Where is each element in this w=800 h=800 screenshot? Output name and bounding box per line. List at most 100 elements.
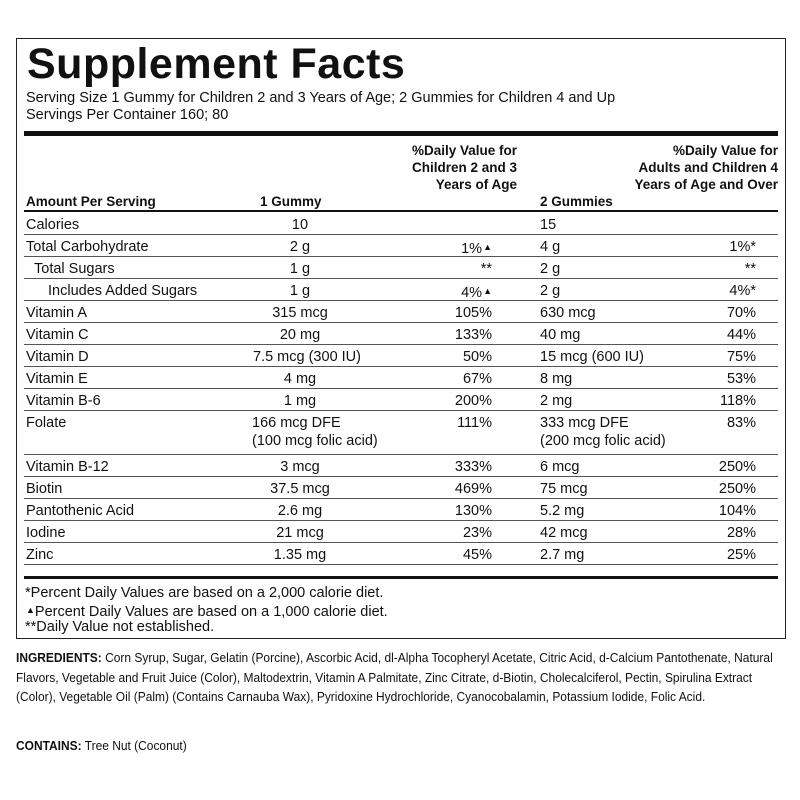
amount-subline: (100 mcg folic acid) [252, 433, 378, 449]
amount-1-gummy: 166 mcg DFE (100 mcg folic acid) [252, 414, 392, 450]
dv-adults: 28% [726, 525, 756, 541]
nutrient-name: Vitamin D [26, 349, 89, 365]
dv-value: 45% [462, 547, 492, 563]
nutrient-name: Vitamin B-12 [26, 459, 109, 475]
dv-children: 111% [404, 414, 492, 432]
amount-1-gummy: 2.6 mg [277, 503, 323, 519]
amount-2-gummies: 75 mcg [540, 481, 588, 497]
dv-children: ** [404, 260, 492, 278]
table-row: Iodine 21 mcg 23% 42 mcg 28% [24, 520, 778, 543]
amount-1-gummy: 1 mg [283, 393, 317, 409]
table-row: Zinc 1.35 mg 45% 2.7 mg 25% [24, 542, 778, 565]
dv-children: 333% [404, 458, 492, 476]
dv-children: 23% [404, 524, 492, 542]
footnote-1000-calorie: ▲Percent Daily Values are based on a 1,0… [25, 601, 388, 621]
dv-children: 67% [404, 370, 492, 388]
dv-adults: 250% [718, 459, 756, 475]
dv-value: 23% [462, 525, 492, 541]
nutrient-name: Vitamin C [26, 327, 89, 343]
dv-adults: 75% [726, 349, 756, 365]
ingredients-text: Corn Syrup, Sugar, Gelatin (Porcine), As… [16, 650, 773, 705]
nutrient-name: Includes Added Sugars [48, 283, 198, 299]
nutrient-name: Total Sugars [34, 261, 115, 277]
amount-1-gummy: 37.5 mcg [270, 481, 330, 497]
dv-children: 50% [404, 348, 492, 366]
triangle-mark: ▲ [483, 242, 492, 252]
header-1-gummy: 1 Gummy [260, 194, 322, 209]
dv-adults: 53% [726, 371, 756, 387]
supplement-facts-panel: Supplement Facts Serving Size 1 Gummy fo… [16, 38, 786, 639]
footnote-dv-not-established: **Daily Value not established. [25, 619, 215, 635]
dv-value: 333% [454, 459, 492, 475]
dv-value: 111% [457, 415, 492, 431]
amount-1-gummy: 1 g [289, 261, 311, 277]
amount-2-gummies: 42 mcg [540, 525, 588, 541]
dv-adults: 4%* [729, 283, 756, 299]
dv-value: 50% [462, 349, 492, 365]
nutrient-name: Biotin [26, 481, 63, 497]
triangle-mark: ▲ [26, 605, 35, 615]
table-row: Vitamin B-6 1 mg 200% 2 mg 118% [24, 388, 778, 411]
amount-1-gummy: 20 mg [279, 327, 321, 343]
dv-adults: 1%* [729, 239, 756, 255]
amount-2-gummies: 4 g [540, 239, 561, 255]
amount-1-gummy: 10 [291, 217, 309, 233]
table-row: Total Sugars 1 g ** 2 g ** [24, 256, 778, 279]
nutrient-name: Folate [26, 415, 67, 431]
amount-1-gummy: 1.35 mg [273, 547, 327, 563]
amount-2-gummies: 5.2 mg [540, 503, 585, 519]
dv-adults: 104% [718, 503, 756, 519]
dv-value: 130% [454, 503, 492, 519]
header-amount-per-serving: Amount Per Serving [26, 194, 156, 209]
nutrient-name: Zinc [26, 547, 54, 563]
dv-value: 4% [461, 285, 483, 301]
table-row: Vitamin D 7.5 mcg (300 IU) 50% 15 mcg (600 … [24, 344, 778, 367]
ingredients-label: INGREDIENTS: [16, 650, 102, 665]
dv-children: 4%▲ [404, 282, 492, 302]
nutrient-name: Pantothenic Acid [26, 503, 135, 519]
table-row: Vitamin C 20 mg 133% 40 mg 44% [24, 322, 778, 345]
amount-2-gummies: 630 mcg [540, 305, 596, 321]
dv-adults: 70% [726, 305, 756, 321]
amount-2-gummies: 40 mg [540, 327, 581, 343]
table-row: Total Carbohydrate 2 g 1%▲ 4 g 1%* [24, 234, 778, 257]
footnote-1000-text: Percent Daily Values are based on a 1,00… [34, 604, 388, 620]
dv-adults: 83% [726, 415, 756, 431]
table-row: Folate 166 mcg DFE (100 mcg folic acid) 111… [24, 410, 778, 455]
dv-children: 1%▲ [404, 238, 492, 258]
amount-2-gummies: 2 mg [540, 393, 573, 409]
dv-value: ** [480, 261, 492, 277]
allergen-statement: CONTAINS: Tree Nut (Coconut) [16, 736, 187, 755]
table-row: Pantothenic Acid 2.6 mg 130% 5.2 mg 104% [24, 498, 778, 521]
header-dv-children: %Daily Value for Children 2 and 3 Years … [411, 143, 517, 192]
amount-line: 166 mcg DFE [252, 415, 341, 431]
dv-children: 133% [404, 326, 492, 344]
nutrient-name: Vitamin E [26, 371, 88, 387]
servings-per-container: Servings Per Container 160; 80 [26, 107, 229, 123]
contains-label: CONTAINS: [16, 738, 82, 753]
dv-children: 45% [404, 546, 492, 564]
amount-2-gummies: 6 mcg [540, 459, 580, 475]
dv-value: 1% [461, 241, 483, 257]
amount-2-gummies: 15 mcg (600 IU) [540, 349, 644, 365]
nutrient-name: Calories [26, 217, 80, 233]
table-row: Vitamin E 4 mg 67% 8 mg 53% [24, 366, 778, 389]
amount-1-gummy: 1 g [289, 283, 311, 299]
panel-title: Supplement Facts [27, 40, 406, 88]
contains-text: Tree Nut (Coconut) [84, 738, 187, 753]
dv-children: 130% [404, 502, 492, 520]
dv-value: 67% [462, 371, 492, 387]
amount-1-gummy: 3 mcg [280, 459, 320, 475]
table-row: Biotin 37.5 mcg 469% 75 mcg 250% [24, 476, 778, 499]
amount-2-gummies: 2 g [540, 283, 561, 299]
amount-2-gummies: 2.7 mg [540, 547, 585, 563]
header-rule [24, 210, 778, 212]
table-row: Includes Added Sugars 1 g 4%▲ 2 g 4%* [24, 278, 778, 301]
ingredients-statement: INGREDIENTS: Corn Syrup, Sugar, Gelatin … [16, 648, 792, 707]
dv-adults: 44% [726, 327, 756, 343]
header-dv-adults: %Daily Value for Adults and Children 4 Y… [634, 143, 778, 192]
dv-adults: 118% [719, 393, 756, 409]
dv-children: 105% [404, 304, 492, 322]
amount-1-gummy: 2 g [289, 239, 311, 255]
nutrient-name: Vitamin B-6 [26, 393, 101, 409]
